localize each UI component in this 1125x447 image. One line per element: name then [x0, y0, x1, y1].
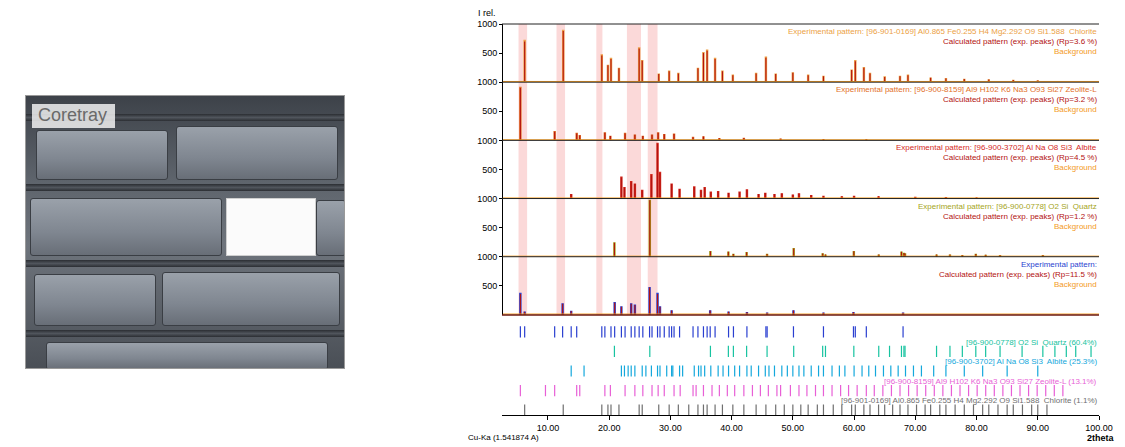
svg-text:Calculated pattern (exp. peaks: Calculated pattern (exp. peaks) (Rp=3.6 …	[943, 37, 1097, 46]
svg-text:1000: 1000	[477, 136, 497, 146]
svg-text:Background: Background	[1054, 222, 1097, 231]
svg-text:Cu-Ka (1.541874 A): Cu-Ka (1.541874 A)	[468, 433, 539, 442]
svg-text:10.00: 10.00	[537, 423, 560, 433]
svg-text:Calculated pattern (exp. peaks: Calculated pattern (exp. peaks) (Rp=11.5…	[939, 270, 1097, 279]
svg-text:Experimental pattern: [96-900-: Experimental pattern: [96-900-0778] O2 S…	[918, 202, 1097, 211]
svg-text:[96-900-3702] Al Na O8 Si3 Al: [96-900-3702] Al Na O8 Si3 Albite (25.3%…	[945, 357, 1097, 366]
svg-text:Calculated pattern (exp. peaks: Calculated pattern (exp. peaks) (Rp=4.5 …	[943, 153, 1097, 162]
svg-text:500: 500	[482, 48, 497, 58]
svg-text:[96-900-0778] O2 Si Quartz (6: [96-900-0778] O2 Si Quartz (60.4%)	[966, 338, 1097, 347]
svg-text:2theta: 2theta	[1087, 433, 1115, 443]
svg-text:100.00: 100.00	[1085, 423, 1113, 433]
svg-text:1000: 1000	[477, 194, 497, 204]
svg-text:Calculated pattern (exp. peaks: Calculated pattern (exp. peaks) (Rp=3.2 …	[943, 95, 1097, 104]
svg-text:70.00: 70.00	[904, 423, 927, 433]
svg-text:Experimental pattern: [96-900-: Experimental pattern: [96-900-3702] Al N…	[896, 143, 1097, 152]
svg-text:80.00: 80.00	[965, 423, 988, 433]
svg-text:500: 500	[482, 165, 497, 175]
svg-text:30.00: 30.00	[659, 423, 682, 433]
svg-text:500: 500	[482, 223, 497, 233]
svg-text:[96-900-8159] Al9 H102 K6 Na3: [96-900-8159] Al9 H102 K6 Na3 O93 Si27 Z…	[884, 377, 1097, 386]
svg-text:Background: Background	[1054, 47, 1097, 56]
svg-text:I rel.: I rel.	[478, 8, 496, 18]
svg-text:90.00: 90.00	[1027, 423, 1050, 433]
svg-text:Background: Background	[1054, 163, 1097, 172]
svg-text:60.00: 60.00	[843, 423, 866, 433]
svg-text:40.00: 40.00	[720, 423, 743, 433]
svg-text:50.00: 50.00	[782, 423, 805, 433]
svg-text:Calculated pattern (exp. peaks: Calculated pattern (exp. peaks) (Rp=1.2 …	[943, 212, 1097, 221]
svg-text:Background: Background	[1054, 280, 1097, 289]
svg-text:1000: 1000	[477, 19, 497, 29]
svg-text:Background: Background	[1054, 105, 1097, 114]
svg-text:Experimental pattern: [96-900-: Experimental pattern: [96-900-8159] Al9 …	[836, 85, 1097, 94]
svg-text:Experimental pattern:: Experimental pattern:	[1021, 260, 1097, 269]
svg-text:500: 500	[482, 106, 497, 116]
svg-text:Experimental pattern: [96-901-: Experimental pattern: [96-901-0169] Al0.…	[788, 27, 1097, 36]
svg-text:[96-901-0169] Al0.865 Fe0.255: [96-901-0169] Al0.865 Fe0.255 H4 Mg2.292…	[841, 396, 1097, 405]
svg-text:1000: 1000	[477, 77, 497, 87]
svg-text:1000: 1000	[477, 252, 497, 262]
svg-text:500: 500	[482, 281, 497, 291]
html-text:Coretray: Coretray	[38, 105, 107, 125]
svg-text:20.00: 20.00	[598, 423, 621, 433]
